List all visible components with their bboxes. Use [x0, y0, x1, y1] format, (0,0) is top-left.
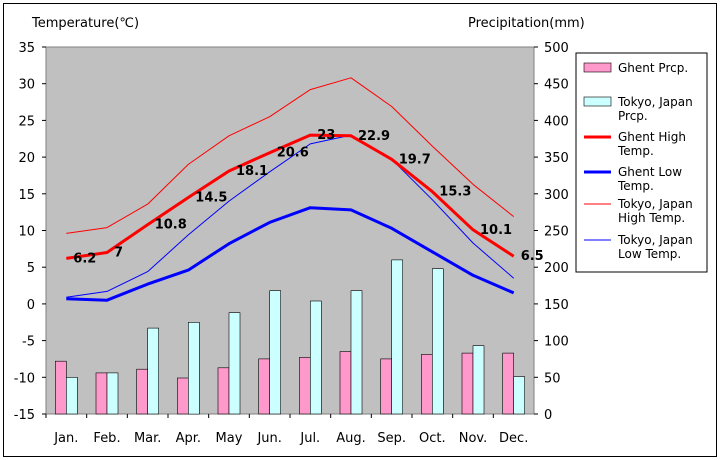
- legend-box: [575, 52, 708, 273]
- right-tick-label: 250: [544, 225, 569, 240]
- right-tick-label: 400: [544, 114, 569, 129]
- left-tick-label: 35: [18, 41, 35, 56]
- bar-0-4: [217, 367, 230, 415]
- data-label: 18.1: [236, 164, 268, 179]
- left-tick-label: 10: [18, 225, 35, 240]
- left-tick-label: -10: [14, 371, 35, 386]
- right-tick-label: 100: [544, 335, 569, 350]
- left-tick-label: 0: [27, 298, 35, 313]
- legend-label-0: Ghent Prcp.: [618, 61, 688, 75]
- bar-0-9: [420, 354, 433, 415]
- x-tick-label: May: [216, 431, 243, 446]
- x-tick-label: Feb.: [93, 431, 120, 446]
- right-tick-label: 300: [544, 188, 569, 203]
- legend-label-3: Ghent Low Temp.: [617, 165, 682, 193]
- bar-0-5: [258, 358, 271, 415]
- data-label: 23: [317, 128, 335, 143]
- bar-0-11: [502, 352, 515, 415]
- data-label: 20.6: [277, 146, 309, 161]
- x-tick-label: Oct.: [419, 431, 446, 446]
- left-tick-label: 25: [18, 114, 35, 129]
- bar-0-10: [461, 352, 474, 415]
- data-label: 10.1: [480, 223, 512, 238]
- line-series-2: [66, 133, 515, 260]
- bar-1-11: [513, 376, 526, 415]
- right-axis-title: Precipitation(mm): [468, 16, 585, 31]
- data-label: 14.5: [195, 191, 227, 206]
- bar-0-1: [95, 372, 108, 415]
- x-tick-label: Sep.: [377, 431, 406, 446]
- bar-1-0: [66, 376, 78, 415]
- axes-layer: 35302520151050-5-10-15500450400350300250…: [14, 41, 569, 446]
- x-tick-label: Apr.: [176, 431, 201, 446]
- left-axis-title: Temperature(℃): [31, 16, 139, 31]
- data-label: 7: [114, 246, 123, 261]
- legend: Ghent Prcp. Tokyo, Japan Prcp. Ghent High Te…: [583, 61, 693, 261]
- right-tick-label: 150: [544, 298, 569, 313]
- legend-label-4: Tokyo, Japan High Temp.: [617, 197, 693, 225]
- line-series-3: [66, 206, 515, 302]
- legend-swatch-1: [583, 96, 612, 107]
- bars-layer: [54, 259, 526, 415]
- left-tick-label: 5: [27, 261, 35, 276]
- bar-0-3: [177, 377, 189, 415]
- lines-layer: [66, 77, 515, 302]
- plot-area: [45, 46, 535, 415]
- bar-1-2: [147, 327, 159, 415]
- bar-1-1: [106, 372, 119, 415]
- bar-1-8: [391, 259, 404, 415]
- bar-1-6: [309, 300, 322, 415]
- right-tick-label: 50: [544, 371, 561, 386]
- x-tick-label: Jun.: [256, 431, 281, 446]
- left-tick-label: -5: [22, 335, 35, 350]
- bar-1-5: [269, 290, 282, 415]
- x-tick-label: Dec.: [499, 431, 528, 446]
- right-tick-label: 500: [544, 41, 569, 56]
- left-tick-label: 15: [18, 188, 35, 203]
- bar-0-2: [136, 368, 148, 415]
- data-label: 6.5: [521, 249, 544, 264]
- bar-0-7: [339, 351, 352, 415]
- legend-label-5: Tokyo, Japan Low Temp.: [617, 233, 693, 261]
- bar-1-10: [472, 345, 485, 415]
- legend-swatch-0: [583, 62, 612, 73]
- right-tick-label: 0: [544, 408, 552, 423]
- legend-label-2: Ghent High Temp.: [617, 130, 686, 158]
- line-series-4: [66, 77, 515, 234]
- right-tick-label: 350: [544, 151, 569, 166]
- legend-label-1: Tokyo, Japan Prcp.: [617, 95, 693, 123]
- bar-0-6: [298, 357, 311, 415]
- right-tick-label: 450: [544, 78, 569, 93]
- data-label: 10.8: [155, 218, 187, 233]
- left-tick-label: -15: [14, 408, 35, 423]
- bar-0-8: [380, 358, 393, 415]
- data-label: 15.3: [439, 185, 471, 200]
- data-labels-layer: 6.2 7 10.8 14.5 18.1 20.6 23 22.9 19.7 15.3 10.1 6.…: [73, 128, 543, 266]
- x-tick-label: Jul.: [299, 431, 320, 446]
- x-tick-label: Mar.: [134, 431, 161, 446]
- bar-1-9: [431, 268, 444, 415]
- right-tick-label: 200: [544, 261, 569, 276]
- bar-0-0: [54, 360, 67, 415]
- data-label: 19.7: [399, 152, 431, 167]
- data-label: 22.9: [358, 129, 390, 144]
- bar-1-7: [350, 290, 363, 415]
- x-tick-label: Jan.: [53, 431, 78, 446]
- data-label: 6.2: [73, 251, 96, 266]
- x-tick-label: Nov.: [459, 431, 488, 446]
- left-tick-label: 20: [18, 151, 35, 166]
- line-series-5: [66, 134, 515, 298]
- left-tick-label: 30: [18, 78, 35, 93]
- bar-1-4: [228, 312, 241, 415]
- x-tick-label: Aug.: [336, 431, 366, 446]
- bar-1-3: [188, 321, 200, 415]
